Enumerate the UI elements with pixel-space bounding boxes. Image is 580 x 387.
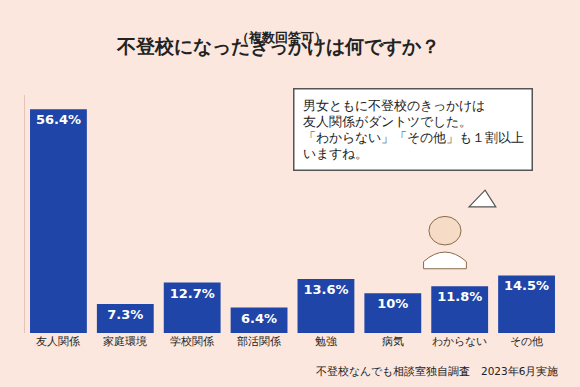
svg-text:13.6%: 13.6% [303, 282, 348, 297]
svg-text:7.3%: 7.3% [107, 307, 143, 322]
svg-text:（複数回答可）: （複数回答可） [236, 30, 327, 45]
svg-text:14.5%: 14.5% [504, 278, 549, 293]
svg-text:勉強: 勉強 [315, 335, 337, 348]
svg-text:11.8%: 11.8% [437, 289, 482, 304]
svg-text:6.4%: 6.4% [241, 311, 277, 326]
svg-text:56.4%: 56.4% [36, 112, 81, 127]
svg-text:男女ともに不登校のきっかけは友人関係がダントツでした。「わか: 男女ともに不登校のきっかけは友人関係がダントツでした。「わからない」「その他」も… [303, 98, 524, 162]
svg-text:わからない: わからない [432, 335, 487, 348]
svg-text:12.7%: 12.7% [170, 286, 215, 301]
svg-text:不登校になったきっかけは何ですか？: 不登校になったきっかけは何ですか？ [116, 35, 440, 57]
svg-text:不登校なんでも相談室独自調査 2023年6月実施: 不登校なんでも相談室独自調査 2023年6月実施 [316, 365, 558, 377]
svg-text:病気: 病気 [382, 335, 404, 348]
svg-text:学校関係: 学校関係 [170, 335, 214, 348]
svg-text:家庭環境: 家庭環境 [103, 335, 147, 348]
svg-text:10%: 10% [377, 296, 408, 311]
svg-text:部活関係: 部活関係 [237, 335, 281, 348]
svg-text:その他: その他 [510, 335, 543, 348]
svg-text:友人関係: 友人関係 [36, 335, 80, 348]
